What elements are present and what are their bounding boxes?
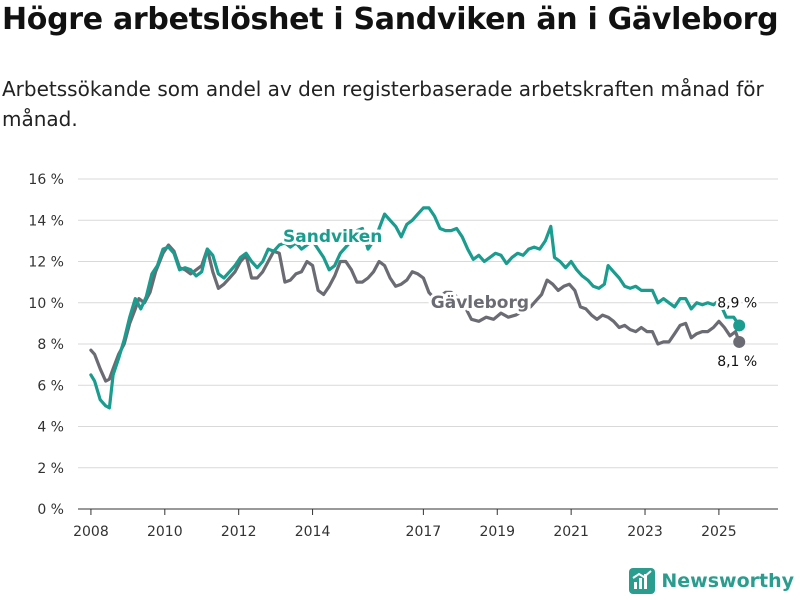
y-tick-label: 0 %: [37, 502, 64, 518]
axes: 0 % 2 % 4 % 6 % 8 % 10 % 12 % 14 % 16 % 2008 2010 2…: [28, 172, 778, 540]
y-tick-label: 4 %: [37, 420, 64, 436]
series-line-sandviken: [89, 206, 741, 410]
y-tick-label: 10 %: [28, 296, 64, 312]
x-tick-label: 2012: [221, 524, 257, 540]
y-tick-label: 12 %: [28, 255, 64, 271]
series-label-sandviken: Sandviken: [283, 227, 382, 247]
y-tick-label: 16 %: [28, 172, 64, 188]
brand-name: Newsworthy: [661, 570, 794, 592]
x-tick-label: 2008: [73, 524, 109, 540]
series-label-gavleborg: Gävleborg: [431, 293, 529, 313]
end-value-label-gavleborg: 8,1 %: [717, 354, 757, 370]
x-tick-label: 2019: [479, 524, 515, 540]
y-tick-label: 2 %: [37, 461, 64, 477]
brand-footer: Newsworthy: [629, 568, 794, 594]
y-tick-label: 6 %: [37, 378, 64, 394]
x-tick-label: 2017: [406, 524, 442, 540]
x-tick-label: 2021: [553, 524, 589, 540]
y-tick-label: 14 %: [28, 213, 64, 229]
y-tick-label: 8 %: [37, 337, 64, 353]
series-label-halo-sandviken: Sandviken: [283, 227, 382, 247]
chart-title: Högre arbetslöshet i Sandviken än i Gävl…: [2, 2, 779, 37]
series-end-point-gavleborg: [733, 335, 746, 348]
end-value-halo-gavleborg: 8,1 %: [717, 354, 757, 370]
series-line-gavleborg: [89, 243, 741, 383]
chart-subtitle: Arbetssökande som andel av den registerb…: [2, 77, 764, 131]
x-tick-label: 2025: [701, 524, 737, 540]
grid-lines: [78, 178, 778, 469]
x-tick-label: 2014: [295, 524, 331, 540]
series-end-point-sandviken: [733, 319, 746, 332]
series-label-halo-gavleborg: Gävleborg: [431, 293, 529, 313]
end-value-label-sandviken: 8,9 %: [717, 295, 757, 311]
end-value-halo-sandviken: 8,9 %: [717, 295, 757, 311]
newsworthy-logo-icon: [629, 568, 656, 594]
x-tick-label: 2023: [627, 524, 663, 540]
x-tick-label: 2010: [147, 524, 183, 540]
series-lines: [89, 206, 746, 410]
